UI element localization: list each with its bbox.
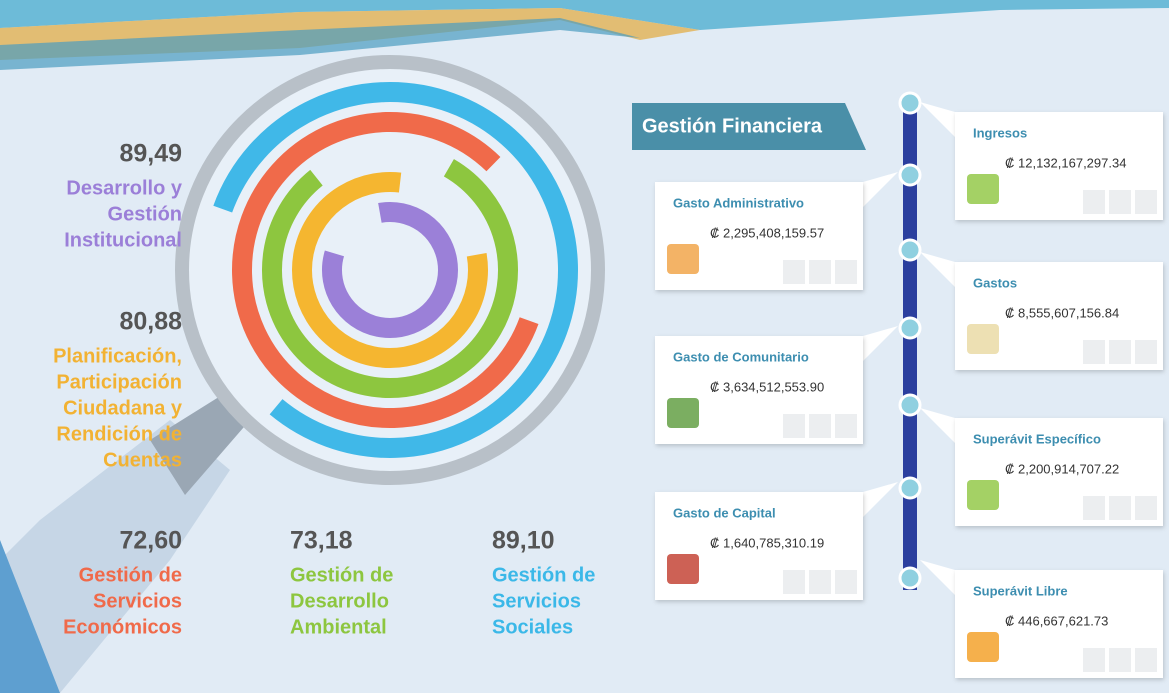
score-label: Ciudadana y (63, 397, 183, 419)
card-square (783, 260, 805, 284)
card-icon (667, 244, 699, 274)
card-icon (667, 398, 699, 428)
infographic: 89,49 Desarrollo y Gestión Institucional 80,… (0, 0, 1169, 693)
finance-card: Ingresos ₡ 12,132,167,297.34 (920, 102, 1163, 220)
card-label: Gastos (973, 275, 1017, 290)
card-square (1135, 496, 1157, 520)
card-square (1109, 190, 1131, 214)
timeline-node (900, 165, 920, 185)
score-value: 80,88 (119, 308, 182, 336)
timeline-node (900, 93, 920, 113)
card-label: Ingresos (973, 125, 1027, 140)
score-label: Gestión (108, 203, 182, 225)
finance-card: Gasto Administrativo ₡ 2,295,408,159.57 (655, 172, 898, 290)
score-value: 72,60 (119, 527, 182, 555)
card-square (809, 260, 831, 284)
card-square (783, 414, 805, 438)
score-label: Servicios (492, 590, 581, 612)
finance-card: Gastos ₡ 8,555,607,156.84 (920, 252, 1163, 370)
card-label: Gasto de Comunitario (673, 349, 809, 364)
timeline-node (900, 568, 920, 588)
score-value: 89,49 (119, 140, 182, 168)
timeline-node (900, 240, 920, 260)
score-label: Participación (56, 371, 182, 393)
card-icon (967, 480, 999, 510)
card-square (1109, 340, 1131, 364)
card-square (1135, 340, 1157, 364)
score-label: Desarrollo y (66, 177, 182, 199)
card-square (1109, 648, 1131, 672)
timeline-node (900, 318, 920, 338)
finance-card: Superávit Libre ₡ 446,667,621.73 (920, 560, 1163, 678)
card-square (1135, 648, 1157, 672)
card-square (809, 414, 831, 438)
card-square (1083, 340, 1105, 364)
score-label: Gestión de (290, 564, 393, 586)
score-label: Desarrollo (290, 590, 389, 612)
card-amount: ₡ 3,634,512,553.90 (710, 379, 824, 394)
card-icon (967, 174, 999, 204)
score-label: Gestión de (79, 564, 182, 586)
card-label: Gasto de Capital (673, 505, 776, 520)
card-amount: ₡ 2,200,914,707.22 (1005, 461, 1119, 476)
card-square (783, 570, 805, 594)
score-value: 73,18 (290, 527, 353, 555)
card-square (835, 570, 857, 594)
card-square (1135, 190, 1157, 214)
finance-card: Gasto de Capital ₡ 1,640,785,310.19 (655, 482, 898, 600)
score-label: Sociales (492, 616, 573, 638)
card-square (835, 260, 857, 284)
score-label: Económicos (63, 616, 182, 638)
timeline-node (900, 395, 920, 415)
card-amount: ₡ 8,555,607,156.84 (1005, 305, 1119, 320)
card-square (1109, 496, 1131, 520)
card-label: Superávit Libre (973, 583, 1068, 598)
card-square (835, 414, 857, 438)
finance-card: Superávit Específico ₡ 2,200,914,707.22 (920, 408, 1163, 526)
timeline-node (900, 478, 920, 498)
score-label: Rendición de (56, 423, 182, 445)
card-amount: ₡ 12,132,167,297.34 (1005, 155, 1126, 170)
card-icon (967, 632, 999, 662)
finance-card: Gasto de Comunitario ₡ 3,634,512,553.90 (655, 326, 898, 444)
score-value: 89,10 (492, 527, 555, 555)
card-square (809, 570, 831, 594)
score-label: Institucional (64, 229, 182, 251)
score-label: Cuentas (103, 449, 182, 471)
finance-title: Gestión Financiera (642, 115, 823, 137)
score-label: Planificación, (53, 345, 182, 367)
card-square (1083, 648, 1105, 672)
card-square (1083, 496, 1105, 520)
card-amount: ₡ 446,667,621.73 (1005, 613, 1108, 628)
score-label: Servicios (93, 590, 182, 612)
card-label: Gasto Administrativo (673, 195, 804, 210)
score-label: Gestión de (492, 564, 595, 586)
card-amount: ₡ 2,295,408,159.57 (710, 225, 824, 240)
card-icon (667, 554, 699, 584)
card-amount: ₡ 1,640,785,310.19 (710, 535, 824, 550)
score-label: Ambiental (290, 616, 387, 638)
card-square (1083, 190, 1105, 214)
card-icon (967, 324, 999, 354)
card-label: Superávit Específico (973, 431, 1101, 446)
